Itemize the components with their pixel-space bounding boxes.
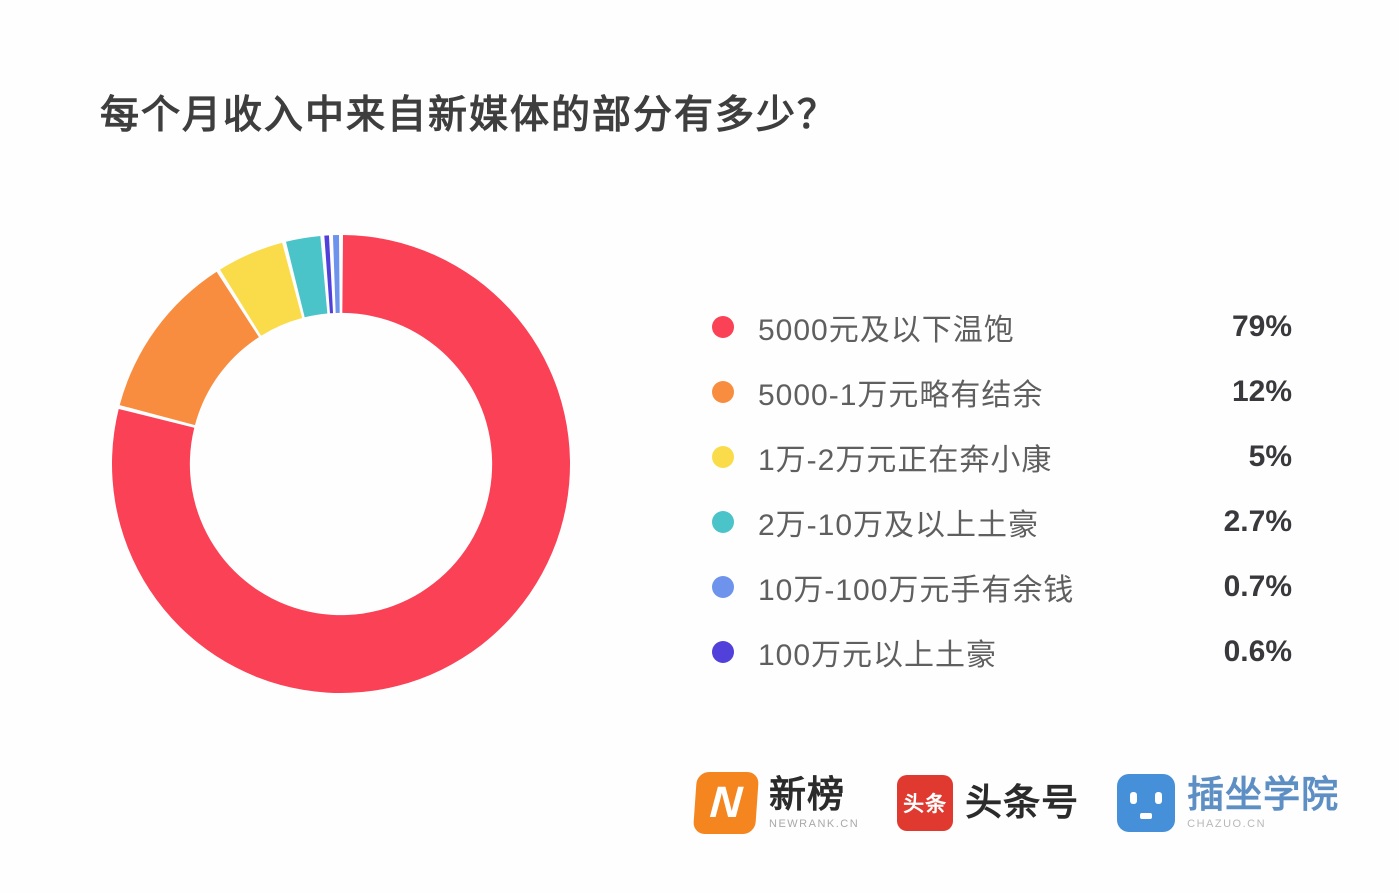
chazuo-logo-icon: [1117, 774, 1176, 832]
donut-chart: [111, 234, 571, 694]
legend-item: 1万-2万元正在奔小康 5%: [712, 424, 1292, 489]
legend-dot-icon: [712, 445, 734, 468]
legend-value: 5%: [1248, 439, 1292, 473]
brand-toutiao: 头条 头条号: [897, 775, 1079, 831]
donut-slice-2: [219, 242, 303, 336]
legend-dot-icon: [712, 640, 734, 663]
newrank-logo-icon: N: [692, 772, 760, 834]
legend-label: 2万-10万及以上土豪: [758, 508, 1040, 542]
legend-item: 5000元及以下温饱 79%: [712, 294, 1292, 359]
legend-value: 2.7%: [1223, 504, 1292, 538]
donut-slice-3: [285, 235, 328, 318]
toutiao-logo-icon: 头条: [897, 775, 954, 831]
legend-dot-icon: [712, 575, 734, 598]
legend-label: 5000元及以下温饱: [758, 313, 1015, 347]
legend-item: 5000-1万元略有结余 12%: [712, 359, 1292, 424]
donut-slice-0: [112, 235, 571, 694]
brand-chazuo: 插坐学院 CHAZUO.CN: [1117, 774, 1339, 832]
legend-item: 100万元以上土豪 0.6%: [712, 619, 1292, 684]
legend-value: 12%: [1231, 374, 1292, 408]
brand-toutiao-name: 头条号: [965, 781, 1080, 823]
legend-dot-icon: [712, 510, 734, 533]
legend-value: 0.7%: [1223, 569, 1292, 603]
brand-newrank-subtext: NEWRANK.CN: [769, 817, 860, 830]
chart-title: 每个月收入中来自新媒体的部分有多少？: [100, 94, 839, 137]
donut-slice-4: [332, 235, 340, 313]
brand-newrank-name: 新榜: [769, 774, 845, 816]
chart-legend: 5000元及以下温饱 79% 5000-1万元略有结余 12% 1万-2万元正在…: [712, 294, 1292, 684]
legend-dot-icon: [712, 315, 734, 338]
donut-svg: [112, 235, 571, 694]
donut-slice-1: [119, 271, 259, 426]
legend-item: 10万-100万元手有余钱 0.7%: [712, 554, 1292, 619]
robot-eye-icon: [1155, 792, 1163, 804]
legend-label: 5000-1万元略有结余: [758, 378, 1044, 412]
brand-newrank: N 新榜 NEWRANK.CN: [692, 772, 860, 834]
legend-label: 1万-2万元正在奔小康: [758, 443, 1053, 477]
footer-brand-bar: N 新榜 NEWRANK.CN 头条 头条号 插坐学院 CHAZUO.CN: [692, 772, 1339, 834]
donut-slice-5: [324, 235, 334, 314]
legend-label: 10万-100万元手有余钱: [758, 573, 1075, 607]
brand-chazuo-name: 插坐学院: [1187, 774, 1340, 816]
legend-label: 100万元以上土豪: [758, 638, 998, 672]
legend-value: 0.6%: [1223, 634, 1292, 668]
legend-value: 79%: [1231, 309, 1292, 343]
legend-item: 2万-10万及以上土豪 2.7%: [712, 489, 1292, 554]
robot-mouth-icon: [1140, 813, 1153, 819]
robot-eye-icon: [1130, 792, 1138, 804]
brand-chazuo-subtext: CHAZUO.CN: [1187, 817, 1267, 830]
legend-dot-icon: [712, 380, 734, 403]
